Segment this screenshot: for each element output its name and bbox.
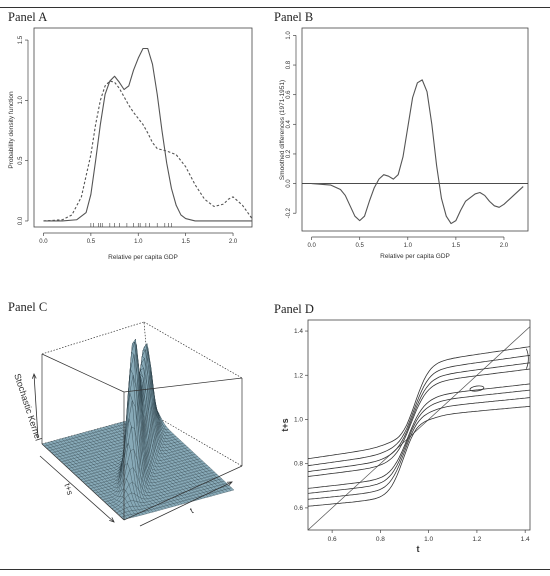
panel-d-contour-line bbox=[308, 405, 530, 507]
panel-d-y-tick-label: 0.6 bbox=[294, 505, 303, 512]
panel-b-x-tick-label: 2.0 bbox=[500, 243, 509, 249]
panel-c-box-edge bbox=[41, 443, 125, 521]
panel-b-y-tick-label: -0.2 bbox=[286, 207, 292, 218]
panel-c-z-arrow bbox=[33, 373, 39, 439]
panel-c-x-arrow-head bbox=[109, 517, 115, 523]
panel-a-xlabel: Relative per capita GDP bbox=[108, 254, 178, 261]
panel-d-y-tick-label: 0.8 bbox=[294, 461, 303, 468]
panel-a-y-tick-label: 1.5 bbox=[18, 35, 24, 44]
panel-d-contour-line bbox=[308, 346, 530, 460]
panel-d-contour-line bbox=[308, 368, 530, 477]
panel-d-plot-frame bbox=[307, 319, 531, 531]
panel-d-contour-line bbox=[308, 397, 530, 500]
panel-c-y-arrow-head bbox=[226, 481, 233, 487]
panel-b-plot-frame bbox=[301, 27, 529, 232]
panel-a-x-tick-label: 1.0 bbox=[134, 239, 143, 245]
panel-b-y-tick-label: 0.6 bbox=[286, 90, 292, 99]
panel-b-x-tick-label: 1.0 bbox=[404, 243, 413, 249]
panel-c-box-edge bbox=[41, 353, 125, 393]
panel-a-y-tick-label: 0.5 bbox=[18, 156, 24, 165]
panel-d-contour-ring bbox=[469, 385, 485, 392]
panel-b-y-tick-label: 0.4 bbox=[286, 119, 292, 128]
panel-d-x-tick-label: 0.6 bbox=[328, 536, 337, 543]
panel-d-contour-arc bbox=[526, 348, 529, 369]
top-rule bbox=[0, 7, 550, 8]
panel-d-x-tick-label: 0.8 bbox=[376, 536, 385, 543]
panel-a-series-dashed bbox=[43, 80, 253, 222]
panel-d-contour-line bbox=[308, 362, 530, 472]
panel-a-x-tick-label: 1.5 bbox=[181, 239, 190, 245]
panel-d-y-tick-label: 1.4 bbox=[294, 328, 303, 335]
panel-d-contour-line bbox=[308, 383, 530, 489]
panel-c-title: Panel C bbox=[8, 300, 48, 314]
panel-c-y-arrow bbox=[139, 481, 233, 527]
panel-c-box-edge bbox=[123, 377, 243, 393]
panel-d-contour-line bbox=[308, 354, 530, 467]
panel-d-x-tick-label: 1.4 bbox=[521, 536, 530, 543]
panel-d-title: Panel D bbox=[274, 302, 314, 316]
panel-c-x-arrow bbox=[39, 455, 115, 523]
panel-d-diagonal bbox=[308, 326, 530, 530]
panel-d-xlabel: t bbox=[417, 544, 420, 554]
panel-a-x-tick-label: 0.0 bbox=[39, 239, 48, 245]
panel-c-z-arrow-head bbox=[31, 372, 37, 379]
panel-c-box-edge bbox=[151, 413, 243, 467]
panel-c-box-edge bbox=[123, 465, 243, 521]
panel-a-x-tick-label: 0.5 bbox=[87, 239, 96, 245]
panel-b-title: Panel B bbox=[274, 10, 314, 24]
panel-b-y-tick-label: 1.0 bbox=[286, 31, 292, 40]
panel-a-y-tick-label: 0.0 bbox=[18, 216, 24, 225]
panel-d-ylabel: t+s bbox=[280, 418, 290, 431]
panel-a-ylabel: Probability density function bbox=[8, 91, 15, 169]
panel-a-plot-frame bbox=[33, 27, 253, 228]
panel-a-y-tick-label: 1.0 bbox=[18, 96, 24, 105]
panel-b-series-solid bbox=[311, 79, 524, 225]
panel-b-y-tick-label: 0.8 bbox=[286, 60, 292, 69]
panel-d-y-tick-label: 1.2 bbox=[294, 372, 303, 379]
panel-c-box-edge bbox=[143, 321, 243, 379]
panel-c-xlabel: t+s bbox=[62, 482, 75, 496]
panel-b-y-tick-label: 0.2 bbox=[286, 149, 292, 158]
panel-b-x-tick-label: 0.5 bbox=[356, 243, 365, 249]
panel-b-xlabel: Relative per capita GDP bbox=[380, 253, 450, 260]
panel-d-x-tick-label: 1.2 bbox=[472, 536, 481, 543]
panel-a-series-solid bbox=[43, 47, 252, 222]
panel-b-y-tick-label: 0.0 bbox=[286, 179, 292, 188]
panel-c-ylabel: t bbox=[188, 505, 196, 515]
panel-b-x-tick-label: 0.0 bbox=[307, 243, 316, 249]
panel-b-ylabel: Smoothed differences (1971-1951) bbox=[279, 80, 286, 180]
panel-d-y-tick-label: 1.0 bbox=[294, 416, 303, 423]
panel-d-x-tick-label: 1.0 bbox=[424, 536, 433, 543]
bottom-rule bbox=[0, 569, 550, 570]
panel-a-title: Panel A bbox=[8, 10, 48, 24]
panel-d-contour-line bbox=[308, 389, 530, 494]
panel-b-x-tick-label: 1.5 bbox=[452, 243, 461, 249]
panel-a-x-tick-label: 2.0 bbox=[229, 239, 238, 245]
